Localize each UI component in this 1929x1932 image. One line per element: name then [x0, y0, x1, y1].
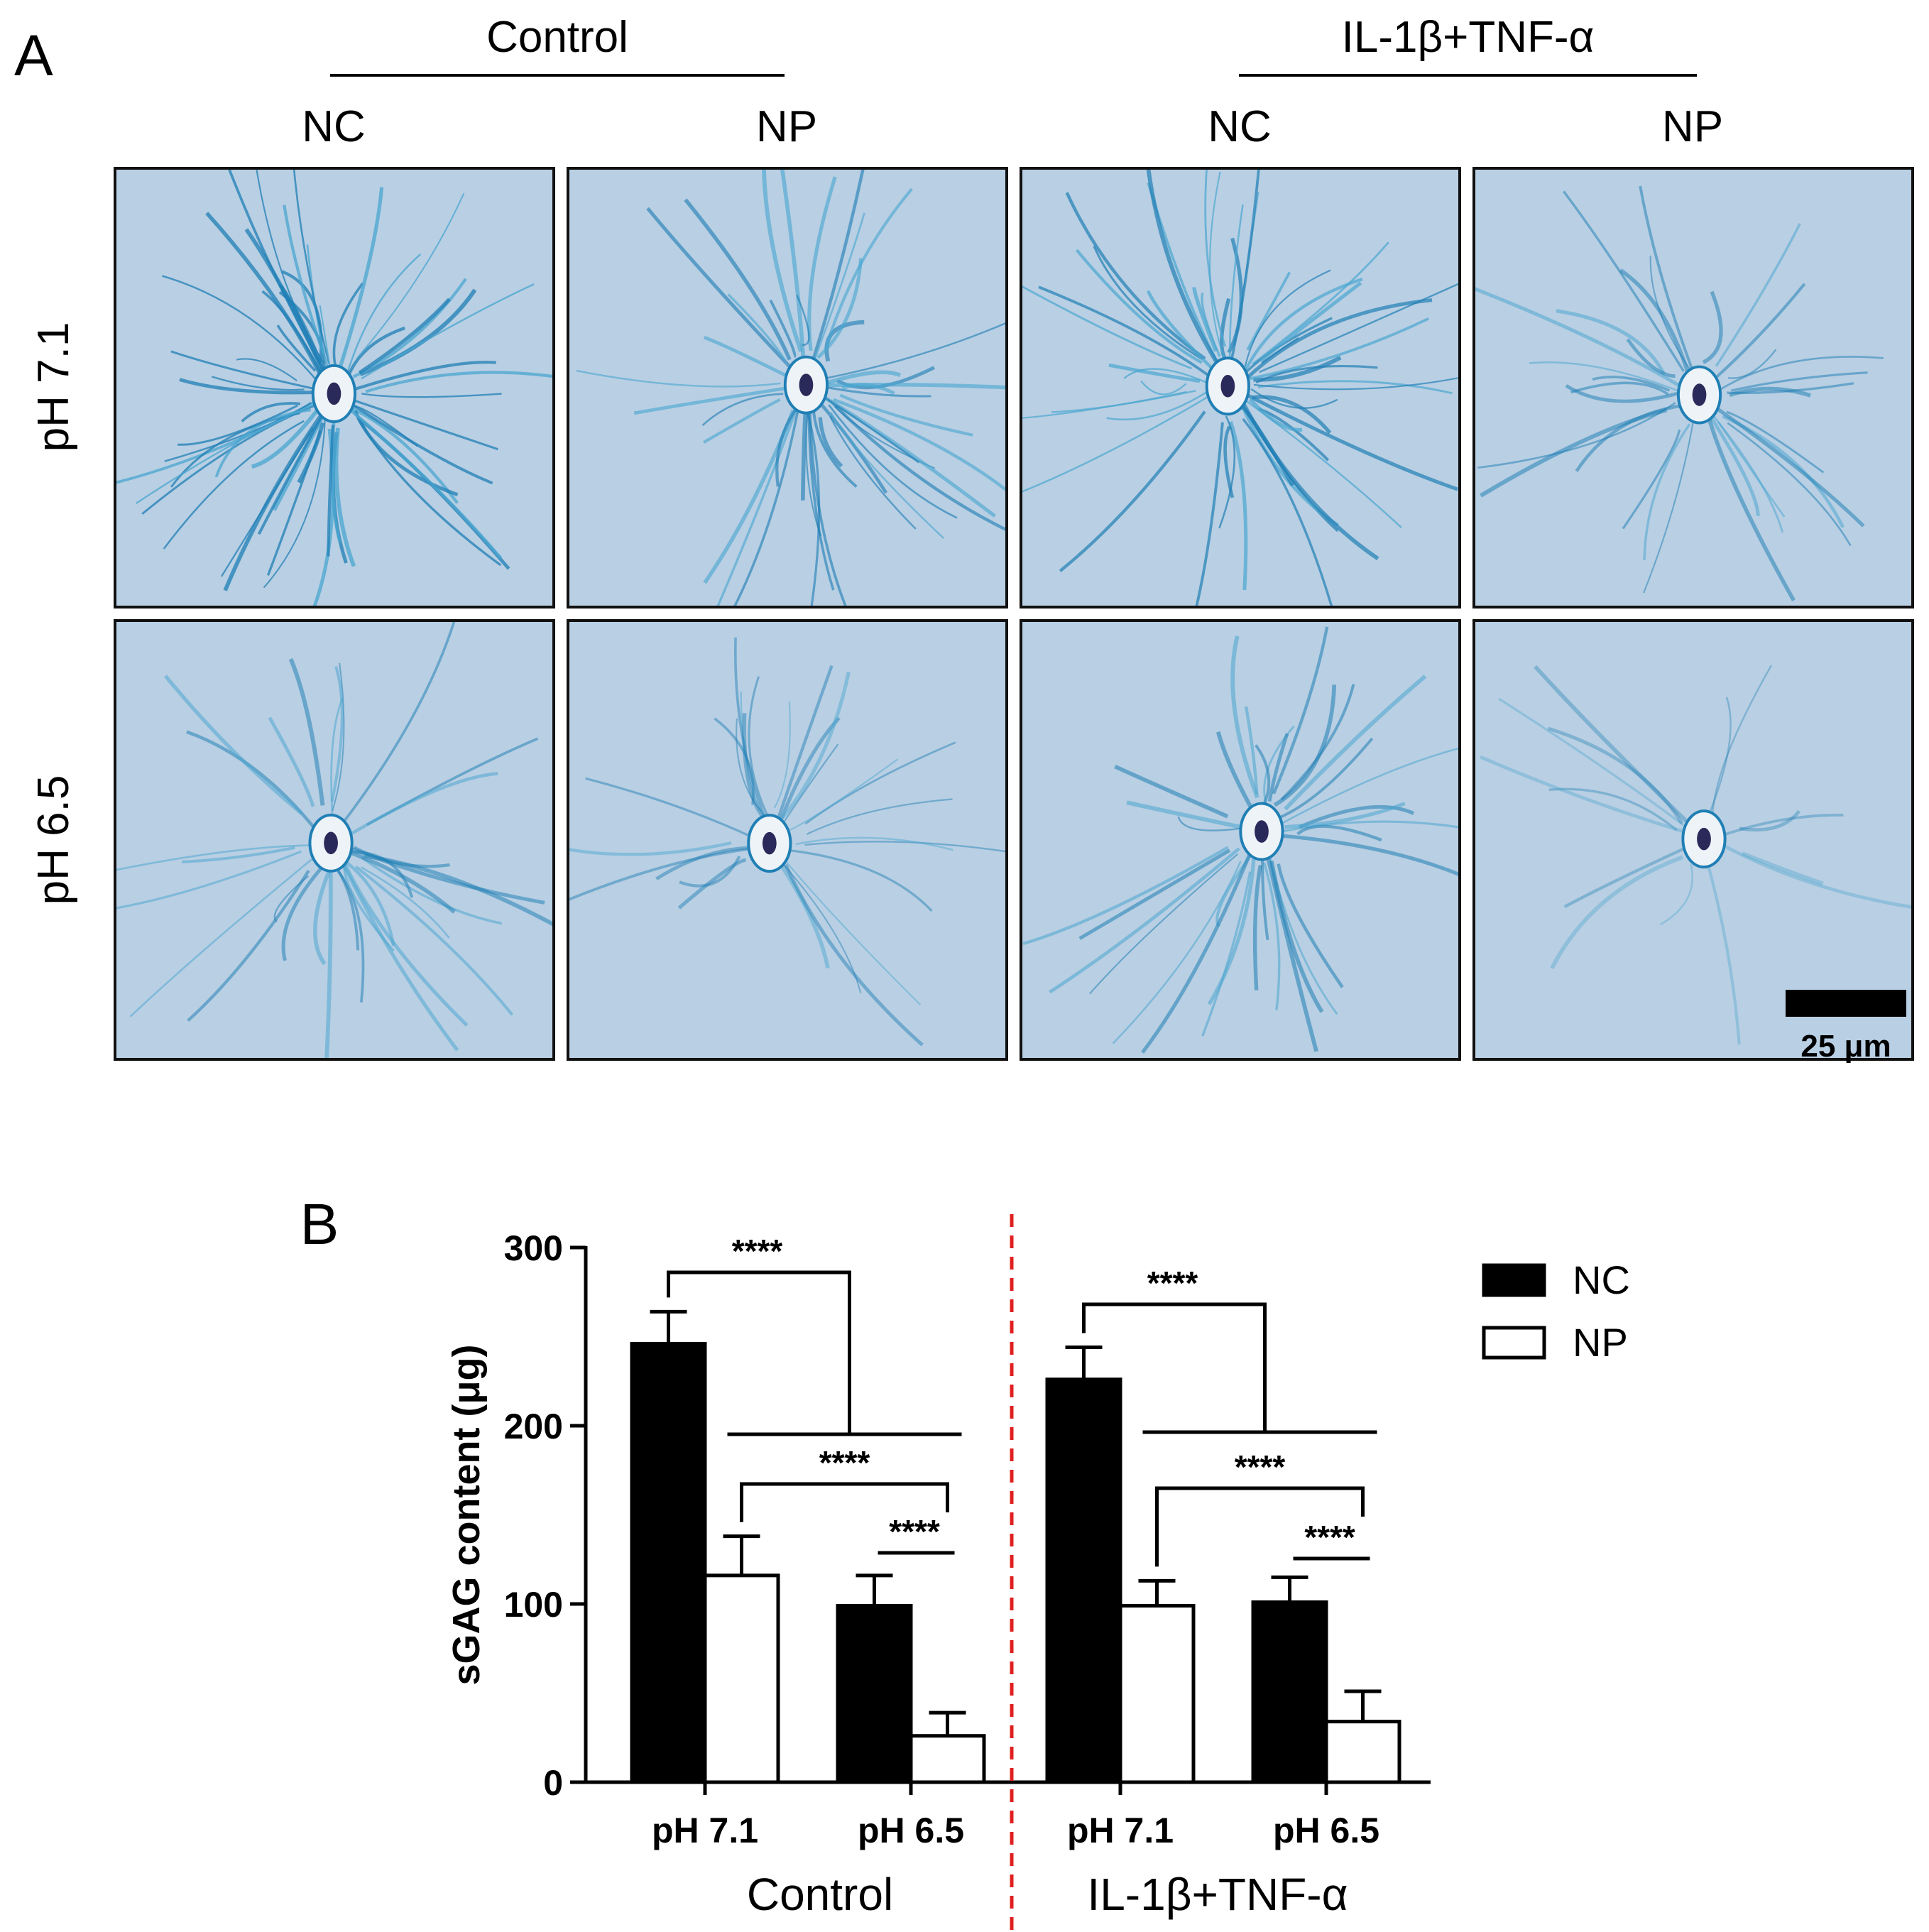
column-label-np-treated: NP — [1661, 102, 1724, 151]
np-bar — [1118, 1604, 1196, 1784]
group-underline-treated — [1239, 74, 1697, 77]
legend-swatch-nc — [1482, 1263, 1546, 1297]
y-axis-label: sGAG content (μg) — [445, 1344, 488, 1685]
np-bar — [909, 1734, 986, 1784]
micrograph-tile — [567, 619, 1008, 1061]
group-title-treated-text: IL-1β+TNF-α — [1341, 13, 1595, 62]
row-label-ph65: pH 6.5 — [29, 775, 78, 905]
significance-label: **** — [1235, 1448, 1286, 1485]
micrograph-tile — [1020, 167, 1461, 608]
group-underline-control — [330, 74, 785, 77]
column-label-np-control: NP — [755, 102, 818, 151]
x-tick-label: pH 7.1 — [1067, 1811, 1174, 1850]
nc-bar — [630, 1342, 707, 1784]
significance-bracket — [1155, 1486, 1365, 1567]
significance-bracket — [740, 1482, 949, 1522]
micrograph-tile — [567, 167, 1008, 608]
significance-bracket — [667, 1270, 851, 1434]
nc-bar — [1251, 1600, 1328, 1784]
group-title-control-text: Control — [486, 13, 628, 62]
micrograph-tile — [1020, 619, 1461, 1061]
legend-label-np: NP — [1573, 1320, 1628, 1365]
micrograph-tile — [114, 619, 555, 1061]
group-title-treated: IL-1β+TNF-α — [1239, 16, 1697, 60]
y-tick-label: 0 — [543, 1763, 563, 1803]
sgag-bar-chart: B 0 100 200 300 sGAG content (μg) pH 7.1 pH 6.5… — [300, 1192, 1630, 1932]
y-tick-label: 100 — [504, 1585, 563, 1625]
np-bar — [1324, 1720, 1401, 1784]
group-title-control: Control — [330, 16, 785, 60]
scale-bar-label: 25 μm — [1800, 1029, 1891, 1064]
y-tick-label: 300 — [504, 1228, 563, 1268]
y-tick-label: 200 — [504, 1407, 563, 1446]
panel-a-letter: A — [14, 23, 53, 88]
nc-bar — [836, 1604, 913, 1784]
significance-label: **** — [1304, 1519, 1355, 1556]
nc-bar — [1045, 1377, 1122, 1784]
significance-label: **** — [1147, 1265, 1198, 1301]
micrograph-tile — [114, 167, 555, 608]
legend-swatch-np — [1482, 1326, 1546, 1360]
significance-bracket — [1082, 1302, 1267, 1432]
scale-bar — [1786, 990, 1906, 1017]
row-label-ph71: pH 7.1 — [29, 322, 78, 452]
legend-label-nc: NC — [1573, 1257, 1630, 1302]
np-bar — [703, 1573, 780, 1784]
group-label-treated: IL-1β+TNF-α — [1087, 1869, 1348, 1920]
x-tick-label: pH 7.1 — [652, 1811, 758, 1850]
group-label-control: Control — [747, 1869, 893, 1920]
x-tick-label: pH 6.5 — [1273, 1811, 1379, 1850]
x-tick-label: pH 6.5 — [858, 1811, 964, 1850]
column-label-nc-control: NC — [302, 102, 366, 151]
significance-label: **** — [819, 1444, 870, 1481]
micrograph-tile — [1472, 167, 1914, 608]
column-label-nc-treated: NC — [1208, 102, 1272, 151]
panel-b-letter: B — [300, 1192, 339, 1257]
significance-label: **** — [732, 1233, 783, 1270]
micrograph-tile — [1472, 619, 1914, 1061]
significance-label: **** — [889, 1513, 940, 1550]
